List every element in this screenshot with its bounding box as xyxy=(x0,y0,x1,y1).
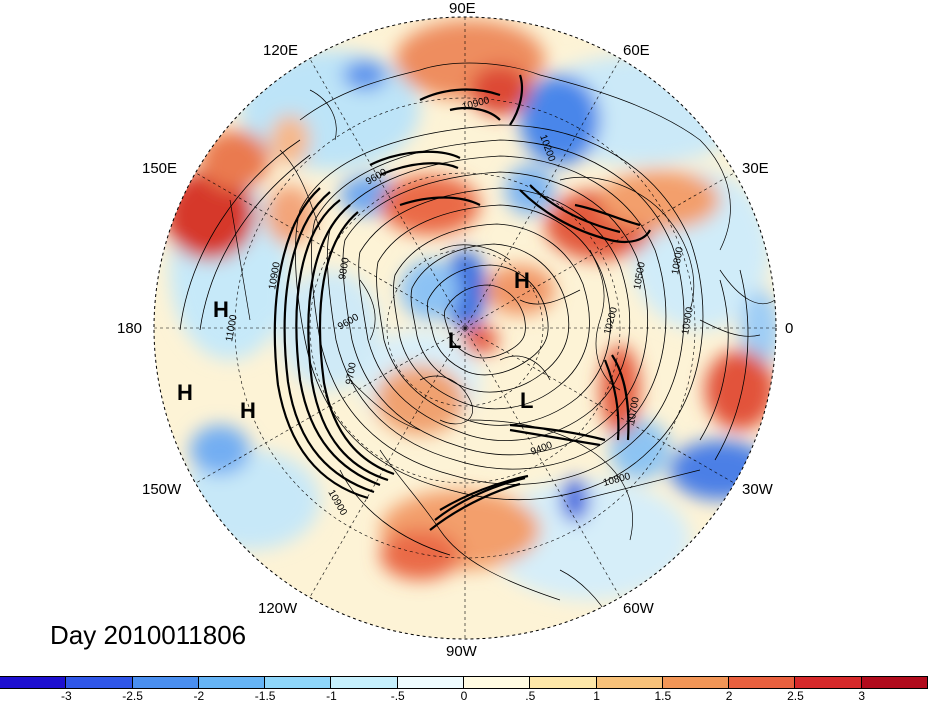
colorbar-cell xyxy=(66,677,133,688)
lon-label-60e: 60E xyxy=(623,42,650,59)
lon-label-60w: 60W xyxy=(623,600,654,617)
lon-label-90e: 90E xyxy=(449,0,476,17)
low-pressure-label: L xyxy=(520,388,534,413)
colorbar-cell xyxy=(596,677,663,688)
lon-label-150w: 150W xyxy=(142,481,182,498)
colorbar-tick-label: 2.5 xyxy=(787,689,804,703)
contour-label-9800: 9800 xyxy=(337,256,352,280)
contour-label-11000: 11000 xyxy=(224,314,240,343)
map-boundary xyxy=(153,16,777,640)
colorbar-cell xyxy=(530,677,597,688)
lon-label-90w: 90W xyxy=(446,643,477,660)
lon-label-120e: 120E xyxy=(263,42,299,59)
jet-contours xyxy=(273,74,651,531)
colorbar-tick-label: -2.5 xyxy=(122,689,143,703)
colorbar-tick-label: 1.5 xyxy=(654,689,672,703)
colorbar-cell xyxy=(132,677,199,688)
coastlines xyxy=(229,62,776,621)
contour-label-10500: 10500 xyxy=(632,261,648,291)
lon-label-120w: 120W xyxy=(258,600,298,617)
contour-label-9700: 9700 xyxy=(344,361,359,385)
lon-label-150e: 150E xyxy=(142,160,178,177)
colorbar-tick-label: 3 xyxy=(858,689,866,703)
high-pressure-label: H xyxy=(240,398,256,423)
contour-label-10800-b: 10800 xyxy=(670,246,686,276)
lon-label-0: 0 xyxy=(785,320,794,337)
colorbar-cell xyxy=(795,677,862,688)
colorbar-tick-label: -1.5 xyxy=(254,689,276,703)
colorbar-cell xyxy=(265,677,332,688)
colorbar-cell xyxy=(662,677,730,688)
colorbar-cell xyxy=(463,677,531,688)
colorbar-cell xyxy=(861,677,928,688)
colorbar-tick-label: -3 xyxy=(60,689,72,703)
contour-label-10900-b: 10900 xyxy=(267,261,283,291)
colorbar-cell xyxy=(198,677,266,688)
lon-label-30w: 30W xyxy=(742,481,773,498)
graticule xyxy=(154,17,776,639)
colorbar-cell xyxy=(397,677,464,688)
day-label: Day 2010011806 xyxy=(50,620,247,650)
low-pressure-label: L xyxy=(448,328,462,353)
lon-label-30e: 30E xyxy=(742,160,769,177)
colorbar-tick-label: .5 xyxy=(525,689,536,703)
colorbar-tick-label: -1 xyxy=(326,689,337,703)
high-pressure-label: H xyxy=(514,268,530,293)
colorbar-cell xyxy=(729,677,796,688)
colorbar-tick-label: 1 xyxy=(593,689,600,703)
colorbar xyxy=(0,676,928,689)
high-pressure-label: H xyxy=(177,380,193,405)
contour-label-10700: 10700 xyxy=(626,396,642,426)
colorbar-tick-label: -2 xyxy=(193,689,205,703)
colorbar-tick-label: 2 xyxy=(725,689,733,703)
high-pressure-label: H xyxy=(213,297,229,322)
colorbar-tick-label: 0 xyxy=(460,689,468,703)
height-contours xyxy=(179,124,749,556)
colorbar-tick-label: -.5 xyxy=(390,689,405,703)
colorbar-cell xyxy=(331,677,398,688)
lon-label-180: 180 xyxy=(117,320,143,337)
colorbar-cell xyxy=(0,677,67,688)
